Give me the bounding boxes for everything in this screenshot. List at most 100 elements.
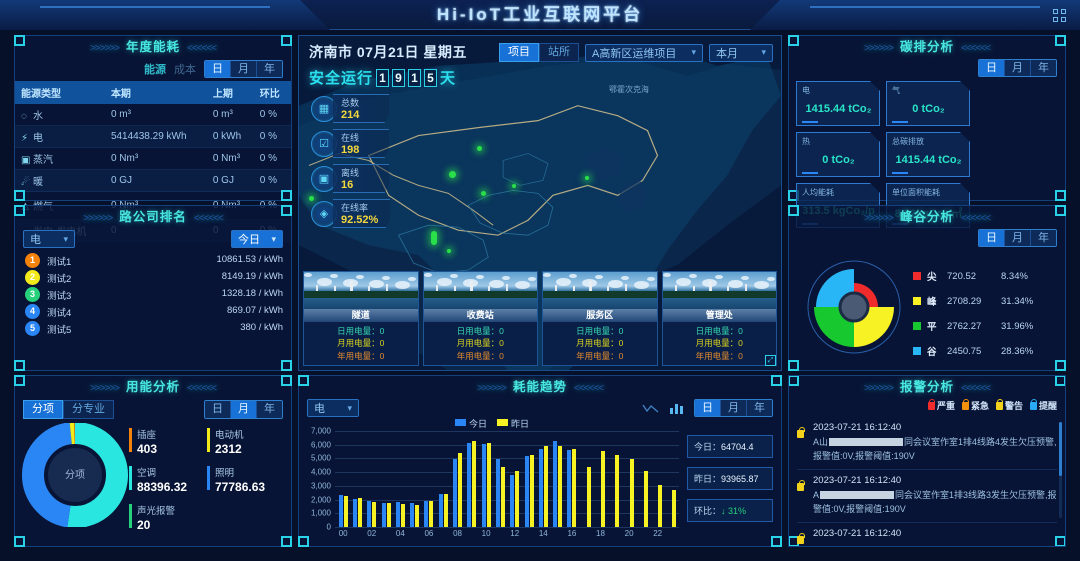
range-day[interactable]: 日: [979, 60, 1005, 76]
carbon-range-selector[interactable]: 日 月 年: [978, 59, 1057, 77]
site-card[interactable]: 服务区 日用电量：0 月用电量：0 年用电量：0: [542, 271, 658, 366]
map-marker[interactable]: [309, 196, 314, 201]
site-monthly: 月用电量：0: [456, 338, 504, 349]
range-day[interactable]: 日: [205, 61, 231, 77]
bar-group: [508, 431, 522, 527]
map-stat-item[interactable]: ▦ 总数 214: [311, 94, 390, 123]
period-select[interactable]: 本月 ▾: [709, 43, 773, 62]
alarm-item[interactable]: 2023-07-21 16:12:40: [797, 523, 1057, 546]
range-month[interactable]: 月: [1005, 60, 1031, 76]
bar-group: [536, 431, 550, 527]
range-year[interactable]: 年: [257, 61, 282, 77]
range-month[interactable]: 月: [231, 401, 257, 418]
x-tick: 16: [567, 529, 577, 538]
range-year[interactable]: 年: [1031, 230, 1056, 246]
consumption-trend-panel: >>>>>> 耗能趋势 <<<<<< 电 ▾ 日 月 年 今日 昨日: [298, 375, 782, 547]
map-marker[interactable]: [481, 191, 486, 196]
range-day[interactable]: 日: [979, 230, 1005, 246]
map-zoom-badge[interactable]: ⤢: [765, 355, 776, 366]
gridline: [335, 431, 679, 432]
fullscreen-icon[interactable]: [1053, 9, 1066, 22]
tab-project[interactable]: 项目: [499, 43, 539, 62]
map-marker[interactable]: [447, 249, 451, 253]
annual-energy-table: 能源类型 本期 上期 环比 ◌ 水 0 m³ 0 m³ 0 % ⚡ 电 5414438.29 …: [15, 81, 291, 242]
trend-range-selector[interactable]: 日 月 年: [694, 399, 773, 417]
map-marker[interactable]: [449, 171, 456, 178]
alarm-scrollbar[interactable]: [1059, 422, 1062, 518]
list-item[interactable]: 4 测试4 869.07 / kWh: [15, 303, 291, 320]
bar-group: [651, 431, 665, 527]
peak-legend-row: 平 2762.27 31.96%: [913, 319, 1059, 333]
kpi-value: 2312: [215, 442, 242, 456]
bar: [524, 456, 529, 527]
toggle-cost[interactable]: 成本: [174, 64, 196, 76]
site-card[interactable]: 隧道 日用电量：0 月用电量：0 年用电量：0: [303, 271, 419, 366]
trend-type-select[interactable]: 电 ▾: [307, 399, 359, 417]
usage-analysis-panel: >>>>>> 用能分析 <<<<<< 分项 分专业 日 月 年 分项 插座 403 电动…: [14, 375, 292, 547]
map-scope-tabs[interactable]: 项目 站所: [499, 43, 579, 62]
usage-tabs[interactable]: 分项 分专业: [23, 400, 114, 419]
tab-station[interactable]: 站所: [539, 43, 579, 62]
range-year[interactable]: 年: [257, 401, 282, 418]
range-year[interactable]: 年: [747, 400, 772, 416]
alarm-item[interactable]: 2023-07-21 16:12:40 A山 同会议室作室1排4线路4发生欠压预警,…: [797, 417, 1057, 470]
tab-specialty[interactable]: 分专业: [63, 400, 114, 419]
ranking-period-select[interactable]: 今日 ▾: [231, 230, 283, 248]
alarm-item[interactable]: 2023-07-21 16:12:40 A 同会议室作室1排3线路3发生欠压预警,报…: [797, 470, 1057, 523]
site-daily: 日用电量：0: [456, 326, 504, 337]
peak-range-selector[interactable]: 日 月 年: [978, 229, 1057, 247]
map-panel[interactable]: 济南市 07月21日 星期五 安全运行 1 9 1 5 天 项目 站所 A高新区…: [298, 35, 782, 371]
map-stat-item[interactable]: ☑ 在线 198: [311, 129, 390, 158]
map-stat-item[interactable]: ◈ 在线率 92.52%: [311, 199, 391, 228]
range-month[interactable]: 月: [231, 61, 257, 77]
table-row: ◌ 水 0 m³ 0 m³ 0 %: [15, 104, 291, 126]
list-item[interactable]: 2 测试2 8149.19 / kWh: [15, 269, 291, 286]
peak-legend-row: 峰 2708.29 31.34%: [913, 294, 1059, 308]
range-day[interactable]: 日: [695, 400, 721, 416]
annual-range-selector[interactable]: 日 月 年: [204, 60, 283, 78]
list-item[interactable]: 5 测试5 380 / kWh: [15, 320, 291, 337]
map-marker[interactable]: [431, 231, 437, 245]
range-day[interactable]: 日: [205, 401, 231, 418]
rate-icon: ◈: [311, 200, 337, 227]
site-card[interactable]: 管理处 日用电量：0 月用电量：0 年用电量：0: [661, 271, 777, 366]
alarm-time: 2023-07-21 16:12:40: [813, 475, 902, 486]
bar: [467, 442, 472, 527]
site-card[interactable]: 收费站 日用电量：0 月用电量：0 年用电量：0: [422, 271, 538, 366]
range-month[interactable]: 月: [721, 400, 747, 416]
list-item[interactable]: 1 测试1 10861.53 / kWh: [15, 252, 291, 269]
x-tick: [465, 529, 479, 541]
x-tick: [665, 529, 679, 541]
map-marker[interactable]: [512, 184, 516, 188]
bar-group: [522, 431, 536, 527]
bar-chart-icon[interactable]: [669, 402, 686, 414]
rank-value: 8149.19 / kWh: [221, 270, 283, 282]
line-chart-icon[interactable]: [642, 403, 659, 414]
map-header: 济南市 07月21日 星期五 安全运行 1 9 1 5 天: [309, 42, 467, 88]
legend-today: 今日: [454, 417, 487, 430]
map-controls[interactable]: 项目 站所 A高新区运维项目 ▾ 本月 ▾: [499, 43, 773, 62]
alarm-time: 2023-07-21 16:12:40: [813, 528, 902, 539]
ranking-type-select[interactable]: 电 ▾: [23, 230, 75, 248]
safe-operation-label: 安全运行: [309, 70, 374, 87]
toggle-energy[interactable]: 能源: [144, 64, 166, 76]
map-marker[interactable]: [585, 176, 589, 180]
range-month[interactable]: 月: [1005, 230, 1031, 246]
bar: [586, 466, 591, 527]
usage-donut-chart: 分项: [21, 421, 129, 541]
y-axis: 0 1,000 2,000 3,000 4,000 5,000 6,000 7,000: [303, 427, 333, 532]
range-year[interactable]: 年: [1031, 60, 1056, 76]
project-select[interactable]: A高新区运维项目 ▾: [585, 43, 703, 62]
tab-subitem[interactable]: 分项: [23, 400, 63, 419]
x-tick: 10: [481, 529, 491, 538]
list-item[interactable]: 3 测试3 1328.18 / kWh: [15, 286, 291, 303]
bar: [558, 445, 563, 527]
bar: [415, 504, 420, 527]
site-yearly: 年用电量：0: [456, 350, 504, 361]
map-stat-item[interactable]: ▣ 离线 16: [311, 164, 390, 193]
bar: [372, 501, 377, 527]
alarm-severity-legend: 提醒: [1029, 399, 1057, 412]
map-marker[interactable]: [477, 146, 482, 151]
x-tick: 14: [538, 529, 548, 538]
usage-range-selector[interactable]: 日 月 年: [204, 400, 283, 419]
